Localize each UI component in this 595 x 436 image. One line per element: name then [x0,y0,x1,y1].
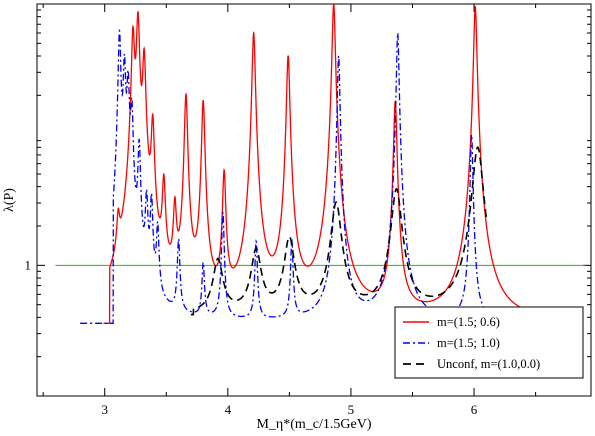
x-axis-title: M_η*(m_c/1.5GeV) [256,417,371,432]
y-axis-title: λ(P) [2,188,17,212]
plot-frame [36,3,592,397]
x-tick-label: 4 [225,402,232,417]
legend-entry: m=(1.5; 0.6) [437,315,500,329]
series-line [80,28,493,324]
legend-box [394,306,584,379]
axis-ticks [37,4,591,396]
series-line [103,4,542,324]
y-tick-label: 1 [25,257,32,272]
x-tick-label: 3 [101,402,108,417]
axis-tick-labels: 3 4 5 6 1 [25,257,478,417]
x-tick-label: 5 [348,402,355,417]
plot-area [55,4,585,324]
legend-entry: m=(1.5; 1.0) [437,336,500,350]
legend: m=(1.5; 0.6) m=(1.5; 1.0) Unconf, m=(1.0,0… [394,306,584,379]
series-line [190,146,488,316]
x-tick-label: 6 [471,402,478,417]
legend-entry: Unconf, m=(1.0,0.0) [437,357,540,371]
